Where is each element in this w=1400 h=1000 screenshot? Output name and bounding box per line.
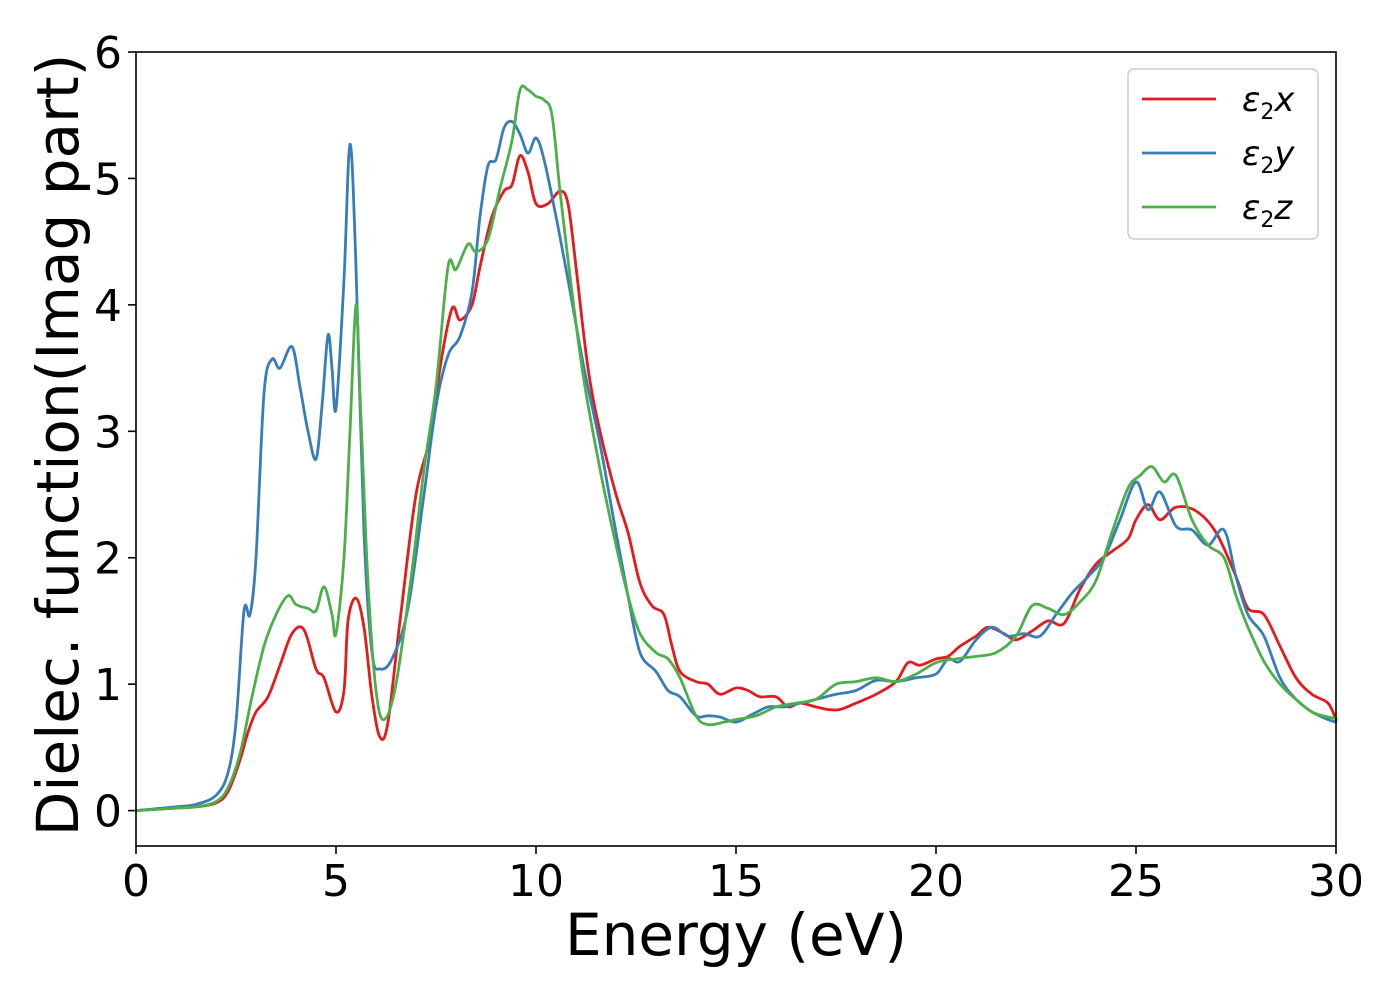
series-line-y (134, 119, 1338, 812)
x-axis-title: Energy (eV) (565, 901, 907, 969)
legend-box (1127, 68, 1319, 240)
y-tick-label: 2 (94, 534, 122, 585)
legend-label-variable: x (1273, 80, 1295, 120)
legend-label-y: ε2y (1242, 134, 1295, 179)
x-tick-label: 25 (1108, 856, 1164, 907)
y-tick-label: 4 (94, 281, 122, 332)
ticks-layer: 0 5 10 15 20 25 30 0 1 2 3 4 5 6 (94, 28, 1364, 907)
legend-label-main: ε (1242, 134, 1260, 174)
x-tick-label: 30 (1308, 856, 1364, 907)
y-tick-label: 0 (94, 787, 122, 838)
legend-label-main: ε (1242, 188, 1260, 228)
legend-label-variable: y (1273, 134, 1295, 174)
series-layer (134, 84, 1338, 812)
series-line-z (134, 84, 1338, 812)
y-axis-title: Dielec. function(Imag part) (24, 54, 92, 837)
legend-label-x: ε2x (1242, 80, 1295, 125)
x-tick-label: 5 (322, 856, 350, 907)
legend-label-variable: z (1273, 188, 1293, 228)
legend-label-subscript: 2 (1260, 208, 1274, 233)
y-tick-label: 3 (94, 407, 122, 458)
x-tick-label: 0 (122, 856, 150, 907)
plot-frame (135, 51, 1337, 847)
y-tick-label: 1 (94, 660, 122, 711)
legend-label-subscript: 2 (1260, 100, 1274, 125)
x-tick-label: 10 (508, 856, 564, 907)
x-tick-label: 15 (708, 856, 764, 907)
y-tick-label: 5 (94, 154, 122, 205)
legend-label-subscript: 2 (1260, 154, 1274, 179)
x-tick-label: 20 (908, 856, 964, 907)
series-line-x (134, 154, 1338, 812)
legend-label-z: ε2z (1242, 188, 1293, 233)
legend-label-main: ε (1242, 80, 1260, 120)
y-tick-label: 6 (94, 28, 122, 79)
